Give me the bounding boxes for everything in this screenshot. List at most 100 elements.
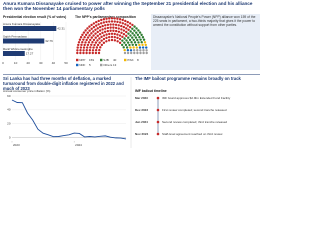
category-label: Ranil Wickremesinghe xyxy=(3,47,33,51)
event-text: Second review completed; third tranche r… xyxy=(162,120,227,124)
seat xyxy=(123,48,126,52)
seat xyxy=(82,49,85,52)
seat xyxy=(129,49,133,52)
x-tick-label: 10 xyxy=(14,61,18,65)
chart-subtitle: Annual consumer price inflation (%) xyxy=(3,89,50,93)
seat xyxy=(145,49,148,52)
seat xyxy=(95,24,98,27)
seat xyxy=(127,32,130,35)
seat xyxy=(82,31,86,34)
seat xyxy=(113,20,116,23)
seat xyxy=(76,49,79,52)
seat xyxy=(117,24,120,27)
seat xyxy=(107,39,111,42)
seat xyxy=(79,46,83,49)
seat xyxy=(137,41,140,44)
value-label: 42.31 xyxy=(57,26,65,30)
seat xyxy=(84,41,87,44)
seat xyxy=(102,37,106,41)
seat xyxy=(135,46,139,49)
legend-label: NDF xyxy=(79,63,85,67)
seat xyxy=(142,51,145,55)
seat xyxy=(100,39,103,42)
seat xyxy=(88,34,91,37)
seat xyxy=(133,41,137,44)
seat xyxy=(125,39,128,42)
seat xyxy=(86,31,89,34)
seat xyxy=(127,36,130,39)
seat xyxy=(128,25,132,29)
seat xyxy=(132,49,136,52)
seat xyxy=(130,41,133,44)
seat xyxy=(103,30,107,33)
seat xyxy=(110,38,114,42)
seat xyxy=(141,36,145,39)
seat xyxy=(125,46,129,49)
seat xyxy=(102,41,106,45)
seat xyxy=(109,26,112,29)
legend-label: SJB xyxy=(103,58,109,62)
seat xyxy=(110,17,114,20)
event-dot xyxy=(156,96,160,100)
seat xyxy=(105,33,108,36)
event-text: First review completed; second tranche r… xyxy=(162,108,227,112)
seat xyxy=(142,38,146,41)
x-tick-label: 20 xyxy=(27,61,31,65)
legend-value: 13 xyxy=(113,63,117,67)
seat xyxy=(89,38,92,42)
category-label: Sajith Premadasa xyxy=(3,34,27,38)
line xyxy=(11,99,127,140)
seat xyxy=(126,51,130,55)
x-tick-label: 2024 xyxy=(75,143,82,147)
seat xyxy=(121,39,124,42)
seat xyxy=(142,49,145,52)
seat xyxy=(120,28,123,31)
section-title: Sri Lanka has had three months of deflat… xyxy=(3,76,124,91)
note: Dissanayake's National People's Power (N… xyxy=(153,15,256,27)
seat xyxy=(122,29,126,32)
seat xyxy=(138,31,142,34)
seat xyxy=(133,29,136,32)
seat xyxy=(144,43,147,47)
legend-value: 159 xyxy=(89,58,94,62)
seat xyxy=(94,49,98,52)
seat xyxy=(86,36,90,39)
seat xyxy=(98,29,102,32)
seat xyxy=(113,39,117,42)
x-tick-label: 50 xyxy=(64,61,68,65)
seat xyxy=(131,43,134,46)
bar xyxy=(3,26,57,31)
seat xyxy=(91,41,94,44)
seat xyxy=(141,46,145,49)
event-date: Jun 2024 xyxy=(135,120,148,124)
seat xyxy=(94,36,97,39)
seat xyxy=(104,27,107,30)
seat xyxy=(80,43,83,47)
seat xyxy=(117,30,121,33)
seat xyxy=(106,29,110,33)
seat xyxy=(114,29,118,33)
seat xyxy=(143,41,147,44)
seat xyxy=(125,27,128,30)
seat xyxy=(136,49,139,52)
seat xyxy=(92,46,95,49)
seat xyxy=(88,49,92,52)
seat xyxy=(79,49,82,52)
seat xyxy=(83,36,86,39)
seat xyxy=(134,43,138,47)
legend-swatch xyxy=(76,58,79,62)
seat xyxy=(145,46,148,49)
seat xyxy=(101,28,104,31)
seat xyxy=(108,20,111,23)
seat xyxy=(113,17,116,20)
seat xyxy=(138,36,141,39)
seat xyxy=(123,51,127,55)
seat xyxy=(118,37,122,41)
seat xyxy=(79,51,82,55)
value-label: 32.76 xyxy=(45,39,53,43)
seat xyxy=(91,51,95,55)
seat xyxy=(92,34,95,37)
seat xyxy=(116,40,119,43)
seat xyxy=(132,38,135,42)
seat xyxy=(129,46,132,49)
